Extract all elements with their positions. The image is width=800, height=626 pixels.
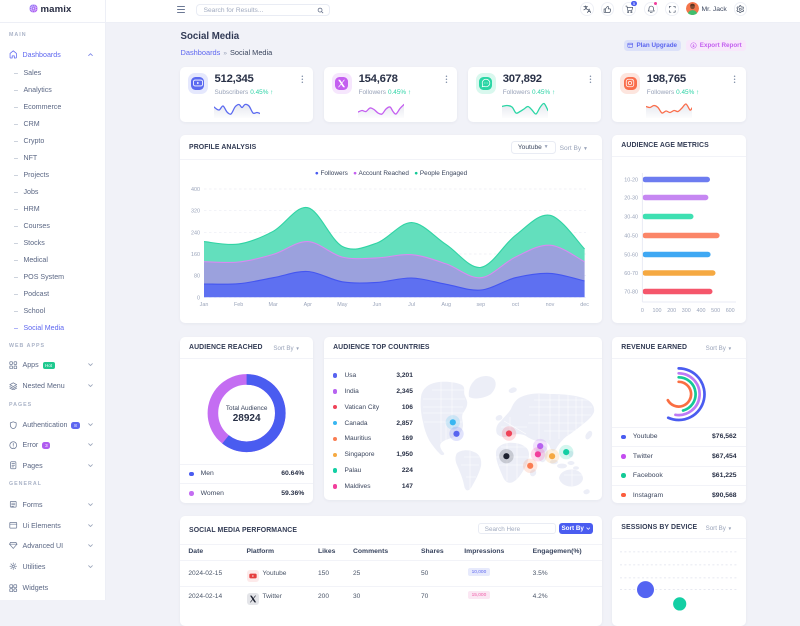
svg-text:50-60: 50-60	[625, 253, 639, 259]
svg-text:80: 80	[194, 274, 200, 280]
svg-text:Apr: Apr	[304, 302, 313, 308]
svg-text:320: 320	[191, 209, 200, 215]
svg-text:70-80: 70-80	[625, 290, 639, 296]
svg-text:60-70: 60-70	[625, 271, 639, 277]
svg-text:100: 100	[653, 308, 662, 314]
svg-text:160: 160	[191, 252, 200, 258]
svg-text:300: 300	[682, 308, 691, 314]
svg-text:oct: oct	[512, 302, 520, 308]
svg-text:dec: dec	[580, 302, 589, 308]
svg-text:240: 240	[191, 230, 200, 236]
svg-text:Jun: Jun	[373, 302, 382, 308]
svg-text:Mar: Mar	[269, 302, 278, 308]
svg-text:May: May	[337, 302, 347, 308]
svg-text:400: 400	[191, 187, 200, 193]
svg-text:Jul: Jul	[408, 302, 415, 308]
svg-text:Feb: Feb	[234, 302, 243, 308]
svg-text:40-50: 40-50	[625, 234, 639, 240]
svg-text:Aug: Aug	[441, 302, 451, 308]
svg-text:500: 500	[711, 308, 720, 314]
svg-text:0: 0	[197, 295, 200, 301]
svg-text:600: 600	[726, 308, 735, 314]
svg-text:200: 200	[667, 308, 676, 314]
svg-text:nov: nov	[546, 302, 555, 308]
svg-text:20-30: 20-30	[625, 196, 639, 202]
svg-text:10-20: 10-20	[625, 178, 639, 184]
svg-text:400: 400	[697, 308, 706, 314]
svg-text:sep: sep	[476, 302, 485, 308]
svg-text:0: 0	[641, 308, 644, 314]
svg-text:Jan: Jan	[200, 302, 209, 308]
svg-text:30-40: 30-40	[625, 215, 639, 221]
